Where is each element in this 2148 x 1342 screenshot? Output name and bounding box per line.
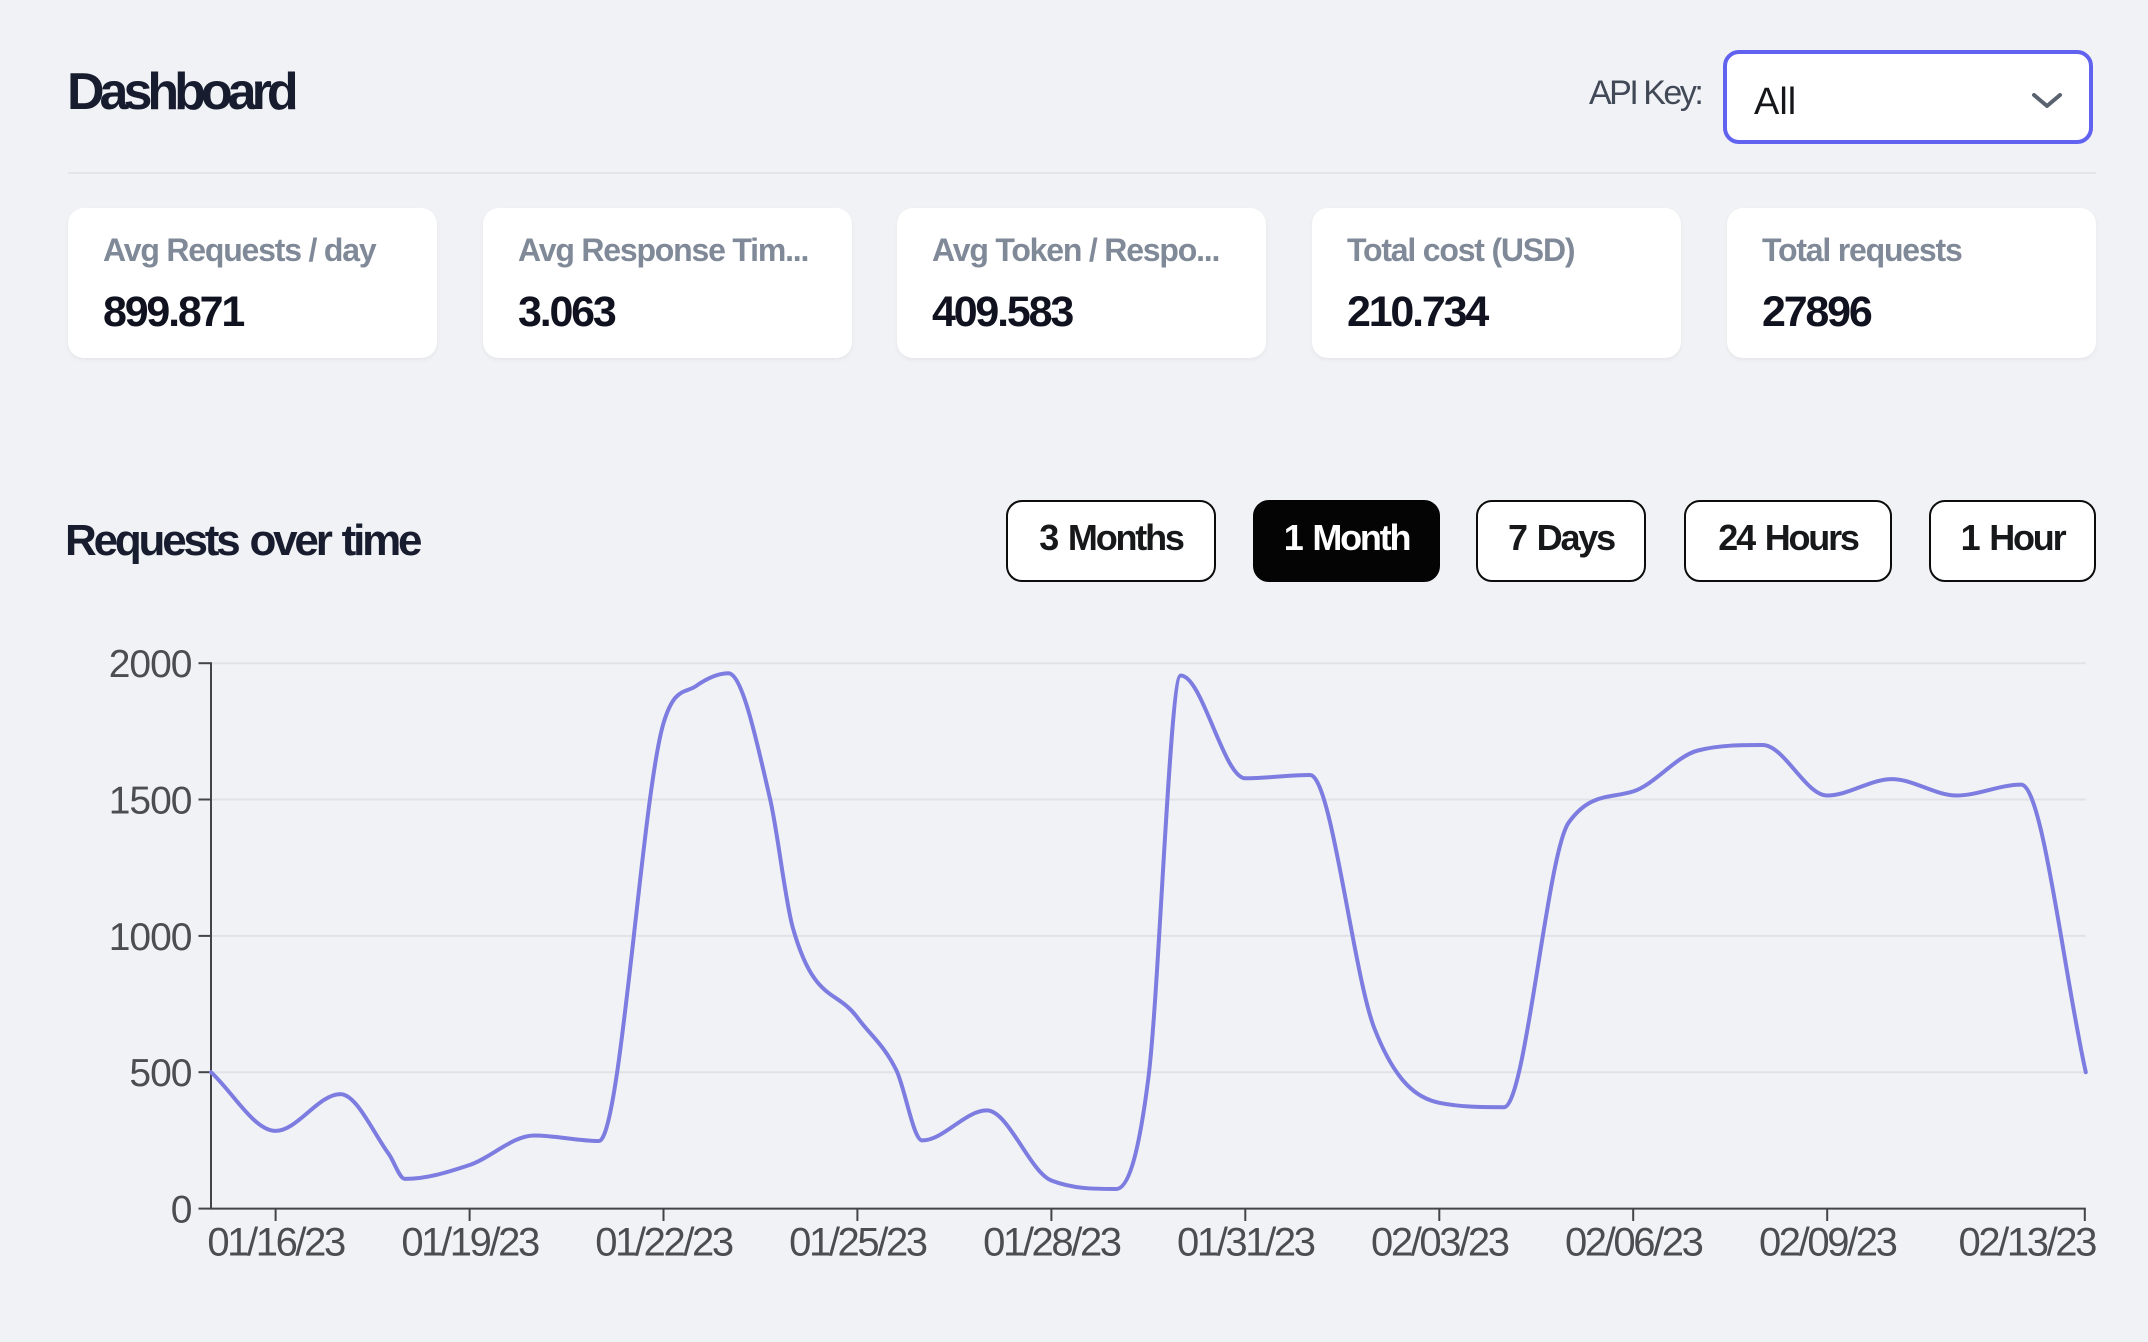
svg-text:1500: 1500: [109, 780, 192, 823]
svg-text:01/28/23: 01/28/23: [983, 1221, 1121, 1265]
svg-text:2000: 2000: [109, 643, 192, 686]
svg-text:02/03/23: 02/03/23: [1371, 1221, 1509, 1265]
svg-text:01/19/23: 01/19/23: [401, 1221, 539, 1265]
svg-text:01/25/23: 01/25/23: [789, 1221, 927, 1265]
svg-text:0: 0: [171, 1189, 192, 1232]
svg-text:01/22/23: 01/22/23: [595, 1221, 733, 1265]
svg-text:1000: 1000: [109, 916, 192, 959]
svg-text:01/16/23: 01/16/23: [207, 1221, 345, 1265]
svg-text:02/06/23: 02/06/23: [1565, 1221, 1703, 1265]
svg-text:01/31/23: 01/31/23: [1177, 1221, 1315, 1265]
svg-text:02/09/23: 02/09/23: [1759, 1221, 1897, 1265]
svg-text:02/13/23: 02/13/23: [1958, 1221, 2096, 1265]
svg-text:500: 500: [129, 1052, 191, 1095]
